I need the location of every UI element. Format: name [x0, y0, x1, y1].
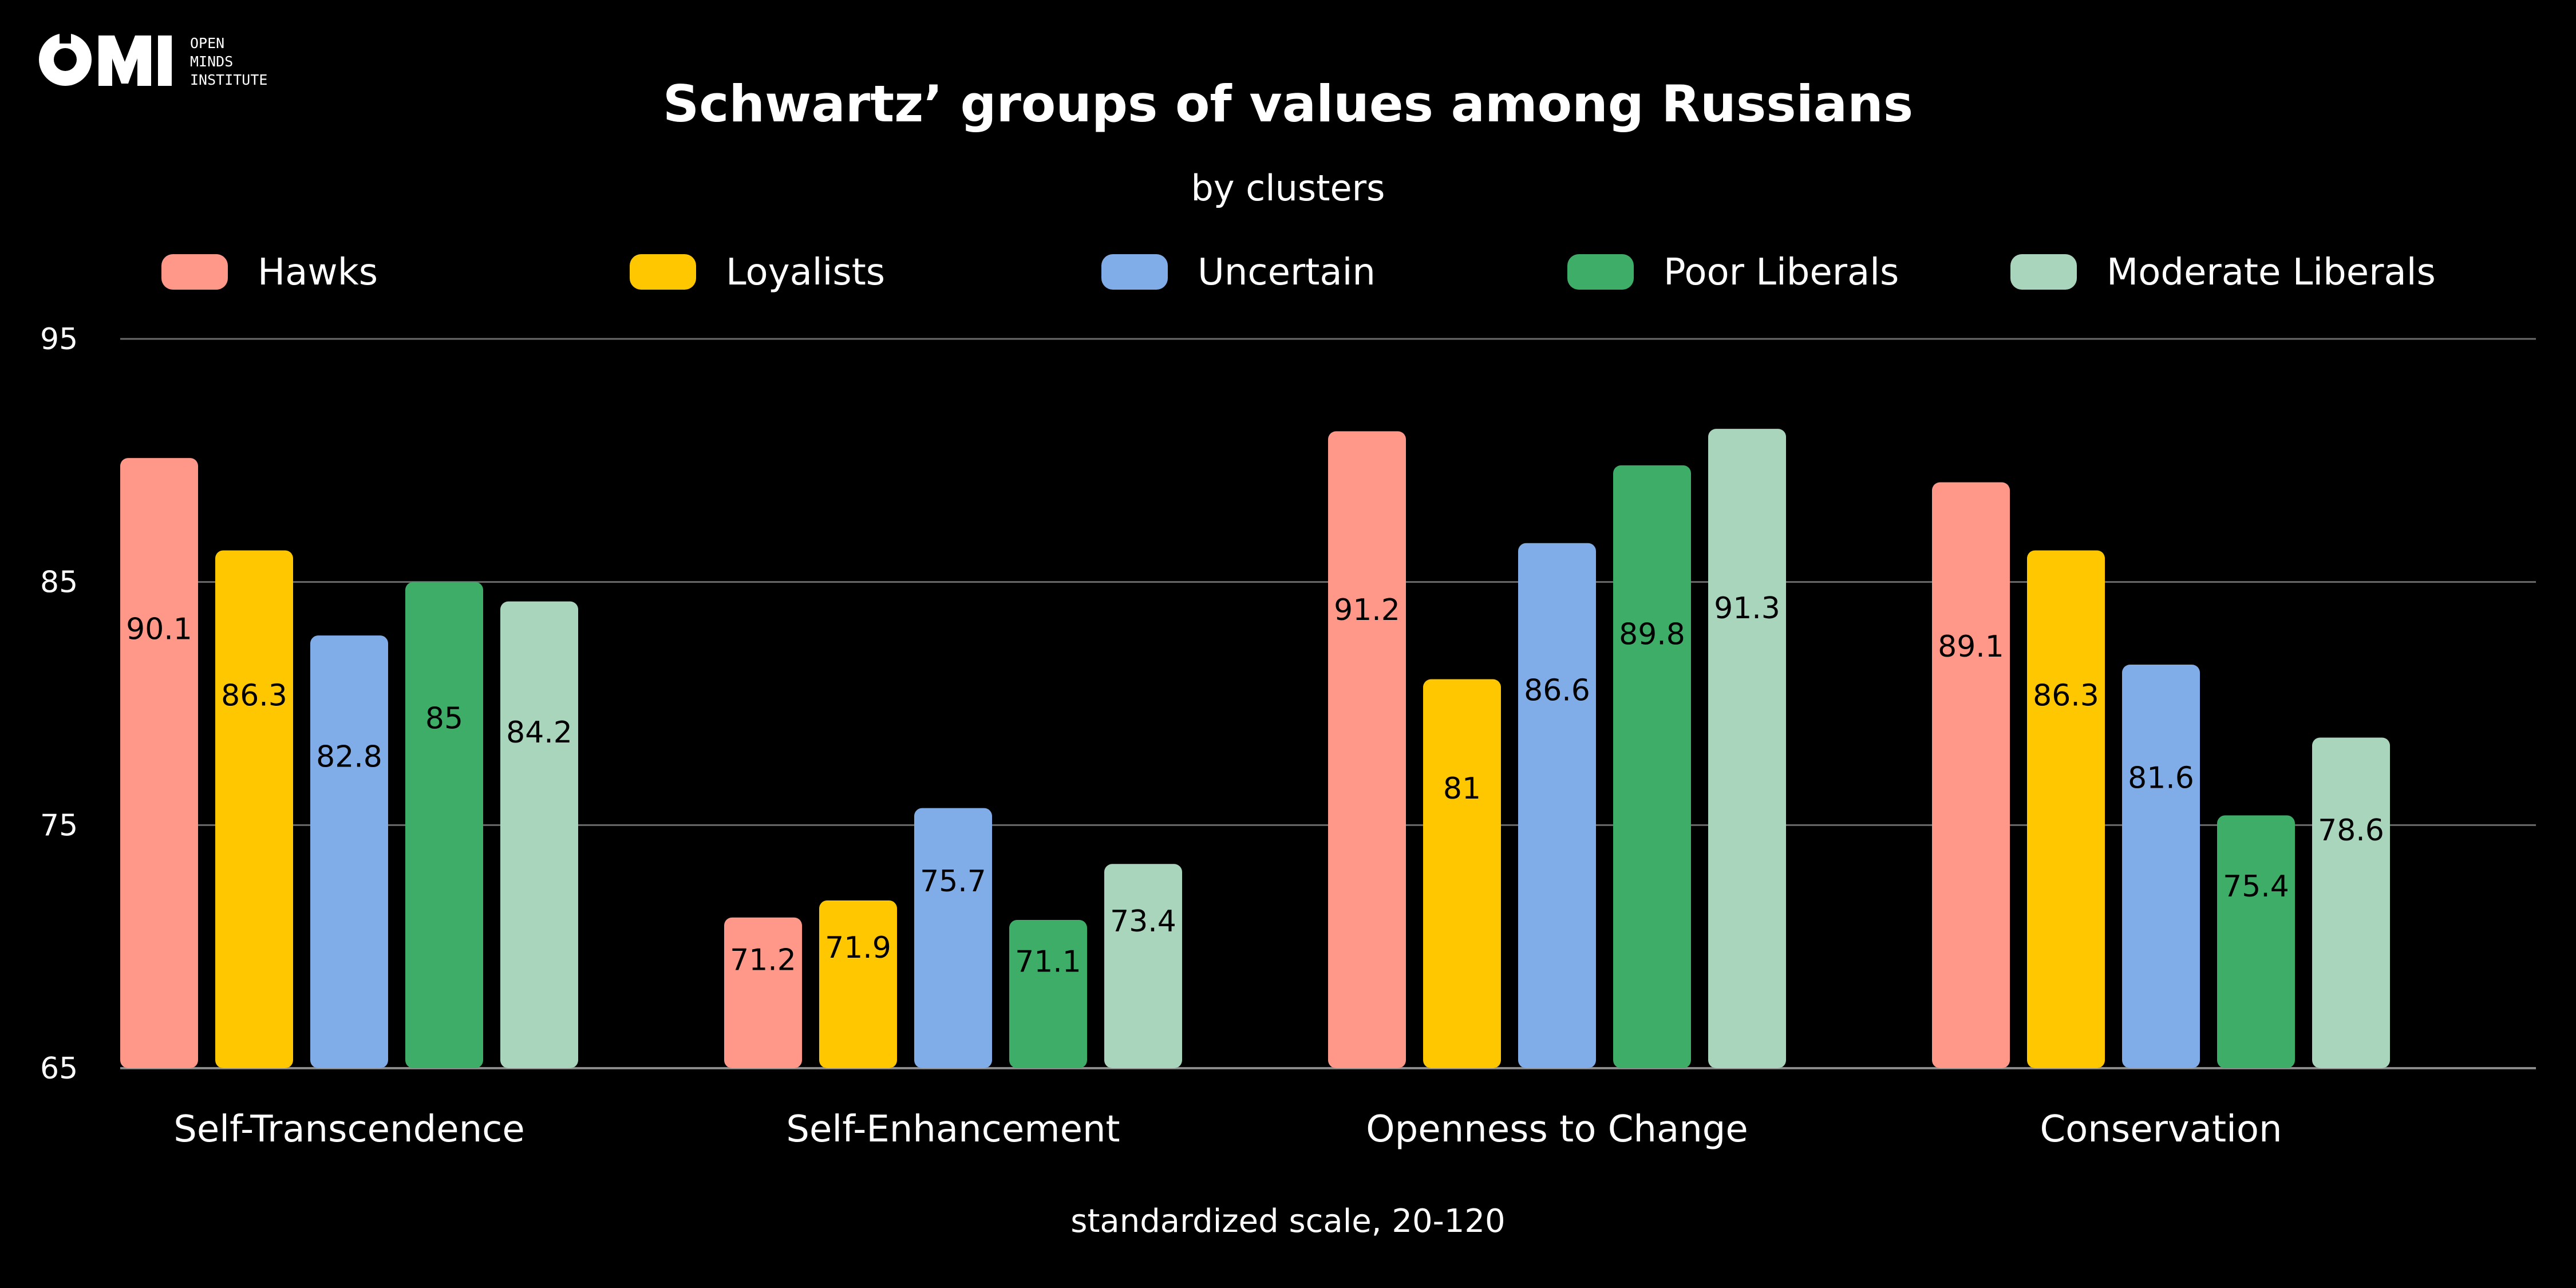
data-label-hawks-self-enhancement: 71.2 [730, 943, 796, 977]
data-label-uncertain-self-transcendence: 82.8 [316, 740, 382, 775]
legend: Hawks Loyalists Uncertain Poor Liberals Mode… [161, 251, 2436, 294]
logo-line-3: INSTITUTE [190, 72, 267, 88]
data-label-hawks-self-transcendence: 90.1 [126, 613, 192, 647]
legend-label-loyalists: Loyalists [726, 251, 885, 294]
data-label-moderate-liberals-self-enhancement: 73.4 [1110, 904, 1176, 939]
data-label-hawks-conservation: 89.1 [1938, 630, 2004, 664]
bar-moderate-liberals-self-enhancement [1104, 864, 1182, 1068]
data-label-moderate-liberals-conservation: 78.6 [2318, 813, 2384, 848]
y-tick-label: 95 [40, 322, 78, 357]
y-tick-label: 85 [40, 566, 78, 600]
bar-poor-liberals-conservation [2217, 815, 2295, 1068]
data-label-moderate-liberals-self-transcendence: 84.2 [506, 716, 572, 750]
data-label-uncertain-conservation: 81.6 [2128, 761, 2194, 795]
y-tick-label: 65 [40, 1052, 78, 1086]
legend-label-uncertain: Uncertain [1198, 251, 1376, 294]
data-label-moderate-liberals-openness-to-change: 91.3 [1714, 591, 1780, 626]
bar-uncertain-self-transcendence [310, 635, 388, 1068]
y-tick-label: 75 [40, 808, 78, 843]
omi-logo-mark [39, 32, 172, 86]
y-axis: 65 75 85 95 [40, 322, 78, 1086]
chart-subtitle: by clusters [1191, 167, 1385, 209]
data-label-hawks-openness-to-change: 91.2 [1334, 593, 1400, 627]
bar-loyalists-openness-to-change [1423, 679, 1501, 1068]
legend-swatch-poor-liberals [1567, 254, 1634, 290]
bar-uncertain-openness-to-change [1518, 543, 1596, 1068]
data-label-poor-liberals-conservation: 75.4 [2223, 870, 2289, 904]
x-tick-label-openness-to-change: Openness to Change [1366, 1108, 1748, 1151]
data-label-loyalists-self-transcendence: 86.3 [221, 679, 287, 713]
bars: 90.1 86.3 82.8 85 84.2 71.2 71.9 75.7 71.1 73.4 91… [120, 429, 2390, 1069]
legend-swatch-hawks [161, 254, 228, 290]
x-tick-label-conservation: Conservation [2040, 1108, 2282, 1151]
data-label-poor-liberals-self-enhancement: 71.1 [1015, 945, 1081, 979]
bar-poor-liberals-openness-to-change [1613, 465, 1691, 1068]
bar-poor-liberals-self-enhancement [1009, 919, 1087, 1068]
data-label-poor-liberals-self-transcendence: 85 [425, 701, 463, 736]
bar-hawks-openness-to-change [1328, 431, 1406, 1069]
bar-poor-liberals-self-transcendence [405, 582, 483, 1068]
legend-swatch-moderate-liberals [2010, 254, 2077, 290]
data-label-uncertain-openness-to-change: 86.6 [1524, 674, 1590, 708]
bar-uncertain-conservation [2122, 665, 2200, 1068]
bar-loyalists-self-enhancement [819, 900, 897, 1068]
data-label-loyalists-conservation: 86.3 [2033, 679, 2099, 713]
bar-hawks-conservation [1932, 482, 2010, 1068]
bar-hawks-self-enhancement [724, 917, 802, 1068]
data-label-uncertain-self-enhancement: 75.7 [920, 864, 986, 899]
x-tick-label-self-enhancement: Self-Enhancement [786, 1108, 1120, 1151]
data-label-poor-liberals-openness-to-change: 89.8 [1619, 618, 1685, 652]
bar-moderate-liberals-openness-to-change [1708, 429, 1786, 1068]
bar-uncertain-self-enhancement [914, 808, 992, 1068]
x-tick-label-self-transcendence: Self-Transcendence [173, 1108, 524, 1151]
legend-label-poor-liberals: Poor Liberals [1664, 251, 1899, 294]
legend-swatch-loyalists [630, 254, 696, 290]
bar-loyalists-conservation [2027, 550, 2105, 1068]
legend-label-moderate-liberals: Moderate Liberals [2107, 251, 2436, 294]
bar-loyalists-self-transcendence [215, 550, 293, 1068]
legend-swatch-uncertain [1101, 254, 1168, 290]
x-axis-label: standardized scale, 20-120 [1070, 1203, 1505, 1240]
bar-hawks-self-transcendence [120, 458, 198, 1068]
logo-line-1: OPEN [190, 35, 224, 52]
omi-logo: OPEN MINDS INSTITUTE [39, 32, 267, 88]
logo-line-2: MINDS [190, 53, 233, 70]
x-axis: Self-Transcendence Self-Enhancement Openne… [173, 1108, 2282, 1151]
legend-label-hawks: Hawks [258, 251, 378, 294]
bar-moderate-liberals-conservation [2312, 737, 2390, 1068]
data-label-loyalists-self-enhancement: 71.9 [825, 931, 891, 965]
data-label-loyalists-openness-to-change: 81 [1443, 772, 1481, 806]
bar-moderate-liberals-self-transcendence [500, 601, 578, 1068]
chart-title: Schwartz’ groups of values among Russian… [663, 74, 1913, 133]
